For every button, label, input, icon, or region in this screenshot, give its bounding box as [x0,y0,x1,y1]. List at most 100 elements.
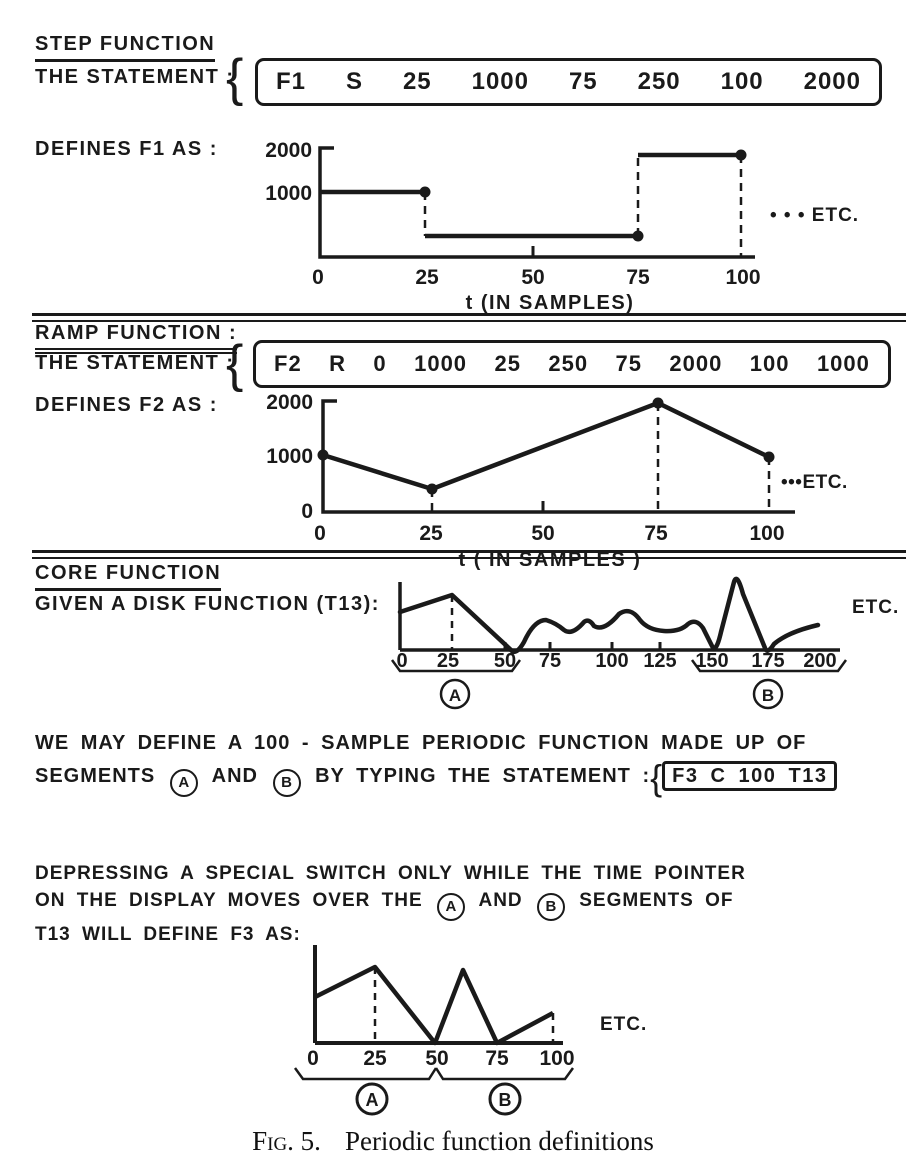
ramp-xtick-50: 50 [531,522,554,545]
core-segment-b-badge [752,678,784,710]
core-segment-b-label: B [762,686,774,705]
ramp-token: 75 [615,351,642,376]
core-curve [397,576,821,654]
paragraph-text: AND [211,765,258,787]
core-brace-b [690,659,848,673]
step-function-chart: 2000 1000 0 25 50 75 100 t (IN SAMPLES) … [265,139,859,313]
step-ytick-2000: 2000 [265,139,312,162]
ramp-line [322,400,770,492]
ramp-xaxis-label: t ( IN SAMPLES ) [459,549,642,571]
section-divider [32,313,906,322]
ramp-dot-100 [763,451,775,463]
step-xtick-75: 75 [626,266,650,289]
segment-b-badge: B [272,768,301,797]
ramp-etc-label: •••ETC. [781,472,848,493]
step-token: 25 [402,68,432,95]
paragraph-text: SEGMENTS [35,765,156,787]
ramp-ytick-2000: 2000 [266,391,313,414]
section-divider [32,550,906,559]
core-xtick-175: 175 [751,650,784,672]
core-section-title: CORE FUNCTION [35,562,222,591]
core-etc-label: ETC. [852,597,899,618]
segment-a-letter: A [178,774,190,791]
step-section-title: STEP FUNCTION [35,33,216,62]
ramp-defines-label: DEFINES F2 AS : [35,394,218,416]
step-xtick-0: 0 [312,266,324,289]
step-chart-axes [318,146,755,259]
core-xtick-125: 125 [643,650,676,672]
f3-segment-a-badge [355,1082,389,1116]
ramp-dot-75 [652,397,664,409]
ramp-xtick-75: 75 [644,522,668,545]
step-token: F1 [276,68,307,95]
f3-segment-b-label: B [499,1090,512,1110]
f3-xtick-25: 25 [363,1047,387,1070]
f3-xtick-50: 50 [425,1047,448,1070]
core-given-label: GIVEN A DISK FUNCTION (T13): [35,593,380,615]
ramp-xtick-25: 25 [419,522,443,545]
f3-chart-axes [313,945,563,1045]
figure-caption: Fig. 5. Periodic function definitions [0,1126,906,1157]
segment-a-badge: A [169,768,198,797]
segment-b-letter: B [281,774,292,791]
ramp-token: 100 [749,351,790,376]
ramp-token: 0 [373,351,387,376]
core-segment-a-label: A [449,686,461,705]
ramp-token: F2 [274,351,302,376]
f3-segment-b-badge [488,1082,522,1116]
step-statement-box: F1 S 25 1000 75 250 100 2000 [255,58,882,106]
f3-brace-b [434,1067,575,1081]
ramp-dot-25 [426,483,438,495]
step-statement-label: THE STATEMENT : [35,66,235,88]
step-defines-label: DEFINES F1 AS : [35,138,218,160]
segment-a-badge: A [436,892,465,921]
core-xtick-100: 100 [595,650,628,672]
step-token: 1000 [471,68,529,95]
f3-xtick-0: 0 [307,1047,319,1070]
ramp-token: R [329,351,346,376]
ramp-xtick-100: 100 [749,522,784,545]
core-brace-a [390,659,522,673]
special-switch-paragraph: DEPRESSING A SPECIAL SWITCH ONLY WHILE T… [35,860,746,948]
f3-brace-a [293,1067,438,1081]
f3-segment-a-label: A [366,1090,379,1110]
ramp-statement-label: THE STATEMENT : [35,352,235,374]
ramp-ytick-0: 0 [301,500,313,523]
core-xtick-50: 50 [494,650,516,672]
segment-a-letter: A [445,898,457,915]
paragraph-line: SEGMENTS A AND B BY TYPING THE STATEMENT… [35,760,838,797]
paragraph-line: WE MAY DEFINE A 100 - SAMPLE PERIODIC FU… [35,727,837,760]
step-etc-label: • • • ETC. [770,205,859,226]
f3-xtick-75: 75 [485,1047,509,1070]
paragraph-text: DEPRESSING A SPECIAL SWITCH ONLY WHILE T… [35,863,746,884]
step-token: 250 [637,68,681,95]
f3-statement-box: F3 C 100 T13 [662,761,838,791]
ramp-ytick-1000: 1000 [266,445,313,468]
ramp-token: 2000 [669,351,723,376]
step-dot-100 [735,149,747,161]
paragraph-line: T13 WILL DEFINE F3 AS: [35,921,746,948]
step-statement-brace: { [226,49,244,107]
core-xtick-0: 0 [396,650,407,672]
figure-caption-text: Periodic function definitions [344,1126,654,1156]
ramp-token: 1000 [414,351,468,376]
paragraph-text: ON THE DISPLAY MOVES OVER THE [35,890,423,911]
f3-etc-label: ETC. [600,1014,647,1035]
step-xtick-25: 25 [415,266,439,289]
paragraph-line: ON THE DISPLAY MOVES OVER THE A AND B SE… [35,887,746,921]
core-segment-a-badge [439,678,471,710]
ramp-dot-0 [317,449,329,461]
paragraph-text: SEGMENTS OF [579,890,734,911]
paragraph-text: BY TYPING THE STATEMENT : [315,765,651,787]
core-xtick-25: 25 [437,650,459,672]
step-dot-75 [632,230,644,242]
ramp-function-chart: 2000 1000 0 0 25 50 75 100 t ( IN SAMPLE… [266,391,848,571]
define-periodic-paragraph: WE MAY DEFINE A 100 - SAMPLE PERIODIC FU… [35,727,838,797]
paragraph-line: DEPRESSING A SPECIAL SWITCH ONLY WHILE T… [35,860,746,887]
step-ytick-1000: 1000 [265,182,312,205]
core-xtick-150: 150 [695,650,728,672]
step-token: 100 [720,68,764,95]
figure-caption-number: Fig. 5. [252,1126,321,1156]
f3-xtick-100: 100 [539,1047,574,1070]
ramp-token: 25 [494,351,521,376]
